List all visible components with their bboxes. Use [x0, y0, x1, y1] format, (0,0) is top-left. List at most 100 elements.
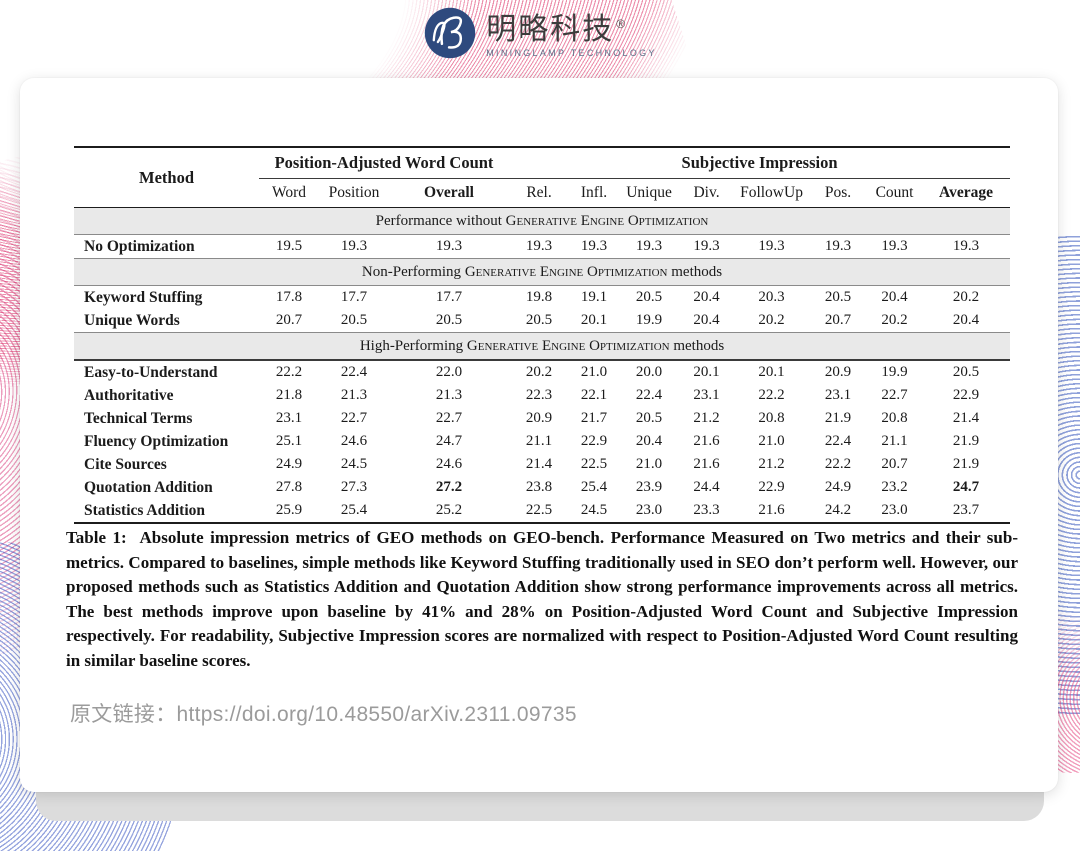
group-header-row: Method Position-Adjusted Word Count Subj… [74, 147, 1011, 208]
value-cell: 27.3 [340, 479, 368, 495]
value-cell: 19.9 [635, 312, 663, 328]
value-cell: 22.2 [824, 456, 852, 472]
value-cell: 24.7 [435, 433, 463, 449]
value-cell: 24.4 [693, 479, 720, 495]
value-cell: 25.9 [259, 499, 319, 524]
col-header-unique: Unique [619, 178, 680, 208]
value-cell: 25.2 [389, 499, 510, 524]
value-cell: 22.2 [275, 364, 303, 380]
value-cell: 21.3 [340, 387, 368, 403]
value-cell: 21.9 [952, 433, 980, 449]
group-header-subjective: Subjective Impression [509, 147, 1011, 179]
value-cell: 21.1 [525, 433, 553, 449]
method-column-header: Method [74, 147, 259, 208]
value-cell: 22.1 [580, 387, 608, 403]
value-cell: 19.3 [435, 238, 463, 254]
section-band-label: Non-Performing Generative Engine Optimiz… [74, 258, 1011, 286]
source-url[interactable]: https://doi.org/10.48550/arXiv.2311.0973… [176, 703, 577, 726]
value-cell: 21.0 [635, 456, 663, 472]
table-caption: Table 1: Absolute impression metrics of … [66, 526, 1018, 673]
value-cell: 20.4 [952, 312, 980, 328]
section-band: Performance without Generative Engine Op… [74, 207, 1011, 235]
value-cell: 23.1 [275, 410, 303, 426]
col-header-rel: Rel. [509, 178, 570, 208]
value-cell: 19.8 [525, 289, 553, 305]
value-cell: 24.5 [569, 499, 620, 524]
method-cell: Technical Terms [84, 409, 193, 427]
value-cell: 19.3 [580, 238, 608, 254]
value-cell: 19.9 [881, 364, 908, 380]
band-label-pre: Non-Performing [361, 263, 465, 280]
band-label-caps: Generative Engine Optimization [464, 263, 668, 280]
table-row: Keyword Stuffing 17.8 17.7 17.7 19.8 19.1 20.5… [74, 286, 1010, 310]
value-cell: 20.1 [758, 364, 785, 380]
table-row: Statistics Addition 25.9 25.4 25.2 22.5 24.5 2… [74, 499, 1011, 524]
value-cell: 22.0 [435, 364, 463, 380]
value-cell: 20.2 [525, 364, 553, 380]
value-cell: 19.3 [758, 238, 785, 254]
col-header-followup: FollowUp [734, 178, 810, 208]
value-cell: 20.4 [693, 289, 720, 305]
value-cell: 20.5 [525, 312, 553, 328]
value-cell: 20.0 [635, 364, 663, 380]
value-cell: 20.1 [693, 364, 720, 380]
value-cell: 21.0 [580, 364, 608, 380]
value-cell: 20.5 [635, 410, 663, 426]
col-header-div: Div. [679, 178, 735, 208]
value-cell: 21.8 [275, 387, 303, 403]
source-link-row: 原文链接：https://doi.org/10.48550/arXiv.2311… [70, 698, 577, 728]
col-header-position: Position [319, 178, 389, 208]
value-cell: 20.5 [952, 364, 980, 380]
value-cell: 19.5 [275, 238, 303, 254]
value-cell: 23.3 [679, 499, 735, 524]
value-cell: 17.8 [275, 289, 303, 305]
band-label-pre: High-Performing [359, 337, 467, 354]
band-label-post: methods [669, 337, 725, 354]
value-cell: 24.5 [340, 456, 368, 472]
value-cell: 20.5 [435, 312, 463, 328]
value-cell: 27.2 [435, 479, 463, 495]
value-cell: 22.4 [824, 433, 852, 449]
brand-name-en: MININGLAMP TECHNOLOGY [486, 48, 657, 58]
col-header-average: Average [922, 178, 1011, 208]
value-cell: 19.3 [340, 238, 368, 254]
brand-name-cn: 明略科技 ® [486, 8, 657, 46]
table-row: No Optimization 19.5 19.3 19.3 19.3 19.3 19.3 1… [74, 235, 1010, 259]
col-header-overall: Overall [389, 178, 510, 208]
table-row: Cite Sources 24.9 24.5 24.6 21.4 22.5 21.0 21.6… [74, 453, 1010, 476]
value-cell: 20.4 [635, 433, 663, 449]
value-cell: 21.4 [952, 410, 980, 426]
method-cell: Statistics Addition [74, 499, 259, 524]
value-cell: 19.3 [693, 238, 720, 254]
value-cell: 21.6 [693, 433, 720, 449]
value-cell: 23.0 [619, 499, 680, 524]
value-cell: 20.2 [758, 312, 785, 328]
method-cell: Authoritative [84, 386, 174, 404]
section-band-label: Performance without Generative Engine Op… [74, 207, 1011, 235]
band-label-caps: Generative Engine Optimization [505, 212, 709, 229]
value-cell: 20.5 [824, 289, 852, 305]
value-cell: 20.9 [824, 364, 852, 380]
method-cell: Keyword Stuffing [84, 288, 203, 306]
section-band: High-Performing Generative Engine Optimi… [74, 332, 1011, 361]
method-cell: Unique Words [84, 311, 180, 329]
value-cell: 22.4 [340, 364, 368, 380]
value-cell: 23.1 [824, 387, 852, 403]
value-cell: 23.8 [525, 479, 553, 495]
value-cell: 27.8 [275, 479, 303, 495]
value-cell: 20.8 [758, 410, 785, 426]
brand-name-cn-text: 明略科技 [486, 13, 615, 46]
value-cell: 20.3 [758, 289, 785, 305]
value-cell: 21.9 [824, 410, 852, 426]
value-cell: 22.9 [952, 387, 980, 403]
value-cell: 20.5 [340, 312, 368, 328]
method-cell: Quotation Addition [84, 478, 213, 496]
value-cell: 19.3 [824, 238, 852, 254]
value-cell: 20.2 [881, 312, 908, 328]
brand-text: 明略科技 ® MININGLAMP TECHNOLOGY [486, 8, 657, 59]
band-label-post: methods [667, 263, 723, 280]
value-cell: 22.9 [580, 433, 608, 449]
value-cell: 21.9 [952, 456, 980, 472]
value-cell: 21.0 [758, 433, 785, 449]
value-cell: 24.9 [275, 456, 303, 472]
